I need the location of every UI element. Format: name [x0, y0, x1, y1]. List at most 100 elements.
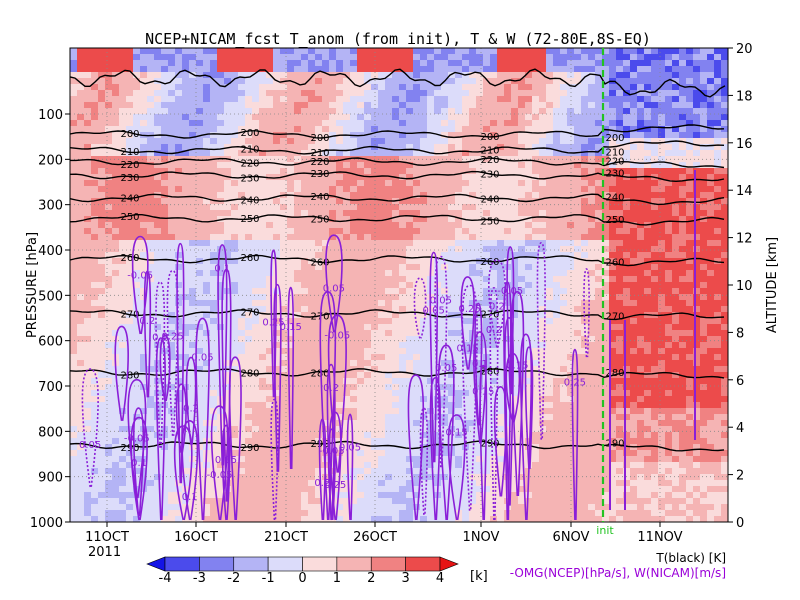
omega-contour: [228, 356, 242, 521]
omega-contour: [185, 356, 197, 445]
omega-contour: [221, 268, 232, 502]
omega-contour: [506, 246, 515, 395]
temperature-contour-label: 280: [480, 366, 499, 377]
temperature-contour-label: 240: [480, 194, 499, 205]
colorbar-segment: [405, 556, 441, 572]
omega-contour: [505, 352, 521, 423]
omega-contour: [536, 241, 546, 440]
omega-contour: [181, 419, 199, 521]
y-axis-label-right: ALTITUDE [km]: [765, 237, 780, 333]
temperature-contour-label: 270: [240, 307, 259, 318]
omega-contour: [489, 286, 499, 521]
temperature-contour-label: 220: [240, 158, 259, 169]
omega-contour-label: 0.25: [161, 331, 183, 342]
temperature-contour-label: 200: [480, 132, 499, 143]
omega-contour-label: 0.25: [564, 377, 586, 388]
altitude-tick-label: 14: [736, 184, 753, 199]
omega-contour-label: -0.05: [124, 433, 150, 444]
omega-contour: [318, 418, 327, 521]
temperature-contour-label: 270: [605, 311, 624, 322]
vertical-velocity-contours: 0.1 0.2 0.05 0.2 0.15 -0.05 0.25 -0.05 0.15 -0.05…: [79, 170, 696, 521]
omega-contour: [287, 286, 295, 470]
omega-contour: [437, 344, 455, 521]
omega-contour-label: 0.2: [183, 404, 199, 415]
pressure-tick-label: 900: [38, 471, 63, 486]
temperature-contour-label: 290: [240, 443, 259, 454]
altitude-tick-label: 20: [736, 42, 753, 57]
altitude-tick-label: 18: [736, 89, 753, 104]
omega-contour: [173, 425, 193, 521]
pressure-tick-label: 100: [38, 108, 63, 123]
temperature-contour-label: 280: [240, 368, 259, 379]
altitude-tick-label: 8: [736, 326, 744, 341]
temperature-contour-label: 260: [240, 253, 259, 264]
legend-omega: -OMG(NCEP)[hPa/s], W(NICAM)[m/s]: [510, 566, 726, 580]
omega-contour-label: 0.05: [339, 442, 361, 453]
colorbar-label: 2: [367, 571, 375, 586]
pressure-tick-label: 500: [38, 289, 63, 304]
omega-contour-label: 0.25: [262, 318, 284, 329]
omega-contour-label: 0.15: [506, 360, 528, 371]
omega-contour-label: 0.25: [324, 480, 346, 491]
init-label: init: [596, 524, 614, 537]
pressure-tick-label: 400: [38, 244, 63, 259]
colorbar-label: -2: [227, 571, 240, 586]
pressure-tick-label: 1000: [30, 516, 63, 531]
temperature-contour-label: 240: [605, 192, 624, 203]
x-tick-label: 1NOV: [463, 530, 500, 545]
omega-contour: [503, 281, 512, 521]
omega-contour-label: 0.1: [182, 492, 198, 503]
chart-title: NCEP+NICAM_fcst T_anom (from init), T & …: [145, 30, 651, 48]
axes: 100 200 300 400 500 600 700 800 900 1000 0 2 4 6 8 10 12…: [30, 42, 753, 545]
pressure-tick-label: 300: [38, 199, 63, 214]
omega-contour-label: 0.25: [458, 304, 480, 315]
omega-contour: [155, 337, 166, 521]
omega-contour-label: 0.05: [323, 284, 345, 295]
temperature-contour-label: 240: [120, 193, 139, 204]
omega-contour-label: 0.15: [445, 428, 467, 439]
temperature-contour-label: 200: [310, 133, 329, 144]
temperature-contour-label: 280: [605, 368, 624, 379]
colorbar-label: 0: [298, 571, 306, 586]
temperature-contour-label: 250: [480, 217, 499, 228]
y-axis-label-left: PRESSURE [hPa]: [25, 232, 40, 338]
omega-contour-label: 0.05: [191, 352, 213, 363]
altitude-tick-label: 16: [736, 137, 753, 152]
colorbar-segment: [370, 556, 406, 572]
colorbar-segment: [336, 556, 372, 572]
omega-contour: [127, 378, 147, 499]
temperature-contour-label: 290: [605, 439, 624, 450]
omega-contour: [479, 364, 488, 521]
omega-contour-label: 0.1: [214, 264, 230, 275]
temperature-contour-label: 200: [605, 133, 624, 144]
omega-contour: [143, 270, 152, 398]
omega-contour-label: 0.2: [314, 478, 330, 489]
omega-contour: [270, 249, 277, 398]
x-tick-label: 6NOV: [553, 530, 590, 545]
omega-contour: [221, 424, 231, 521]
temperature-contour-label: 250: [605, 215, 624, 226]
x-tick-label: 21OCT: [264, 530, 308, 545]
omega-contour: [474, 302, 483, 426]
colorbar-segment: [439, 556, 459, 572]
temperature-contour-label: 250: [240, 214, 259, 225]
omega-contour: [524, 346, 534, 469]
colorbar-label: 3: [401, 571, 409, 586]
colorbar-segment: [267, 556, 303, 572]
temperature-contour: [69, 368, 725, 379]
omega-contour-label: -0.05: [319, 446, 345, 457]
omega-contour: [429, 251, 439, 463]
omega-contour-label: 0.05: [79, 440, 101, 451]
omega-contour-label: 0.1: [131, 458, 147, 469]
temperature-contour-label: 210: [120, 147, 139, 158]
temperature-contour: [69, 68, 726, 98]
omega-contour: [325, 234, 343, 333]
temperature-contour-label: 210: [310, 148, 329, 159]
x-tick-label: 11NOV: [637, 530, 682, 545]
omega-contour-label: 0.05: [430, 295, 452, 306]
temperature-contour: [69, 214, 725, 226]
pressure-tick-label: 600: [38, 335, 63, 350]
temperature-contour-label: 230: [240, 174, 259, 185]
omega-contour-label: 0.15: [456, 343, 478, 354]
temperature-contour-label: 230: [120, 173, 139, 184]
